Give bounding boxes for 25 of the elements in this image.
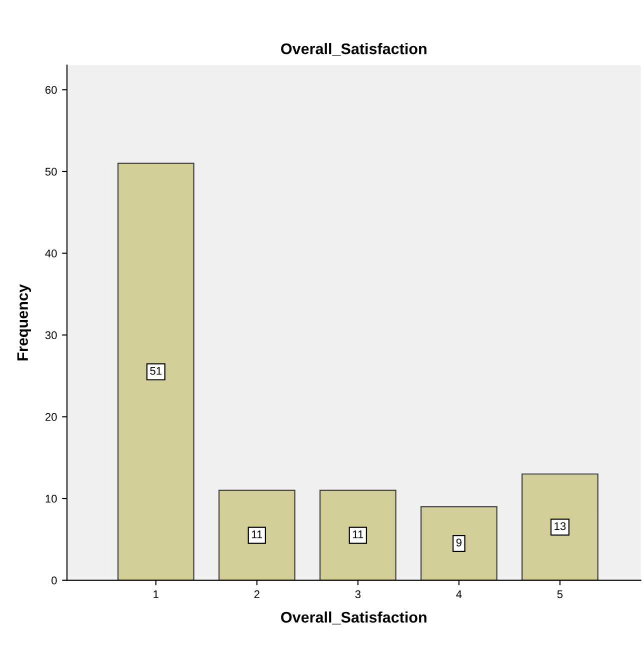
y-tick-label: 60 xyxy=(45,86,57,94)
y-tick-label: 30 xyxy=(45,331,57,340)
bar xyxy=(522,473,598,580)
bar xyxy=(420,506,498,580)
y-tick-label: 10 xyxy=(46,494,57,503)
x-axis-title: Overall_Satisfaction xyxy=(281,611,426,624)
x-tick-label: 2 xyxy=(254,590,260,598)
y-tick-label: 20 xyxy=(45,413,57,421)
data-label: 51 xyxy=(150,367,162,375)
y-tick-label: 0 xyxy=(52,576,57,584)
bar xyxy=(218,490,296,580)
data-label: 9 xyxy=(456,538,462,546)
data-label: 11 xyxy=(352,530,364,538)
bar xyxy=(117,162,194,580)
chart-title: Overall_Satisfaction xyxy=(281,43,426,56)
x-tick-label: 3 xyxy=(355,590,361,598)
y-tick-label: 40 xyxy=(45,250,57,258)
bar xyxy=(319,490,396,580)
y-tick-label: 50 xyxy=(45,168,57,176)
x-tick-label: 1 xyxy=(154,590,158,598)
y-axis-title: Frequency xyxy=(17,284,32,360)
x-tick-label: 4 xyxy=(456,590,462,598)
data-label: 13 xyxy=(554,522,566,530)
x-tick-label: 5 xyxy=(557,590,563,598)
data-label: 11 xyxy=(252,530,262,538)
